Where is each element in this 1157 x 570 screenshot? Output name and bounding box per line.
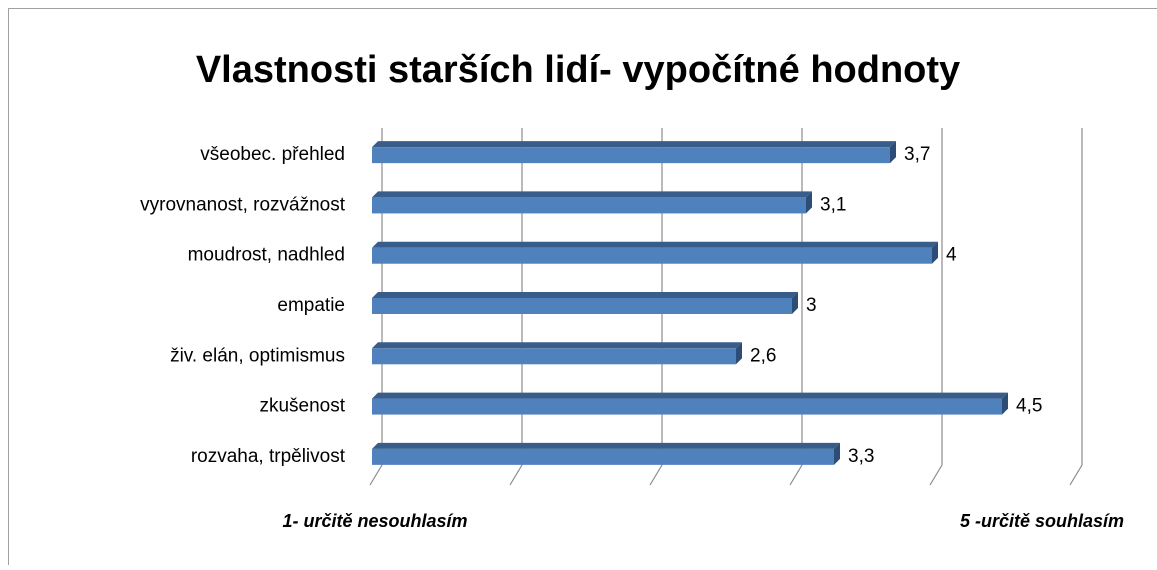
bar-face (372, 393, 1008, 399)
bar (372, 443, 840, 465)
bar-face (372, 242, 938, 248)
chart-title: Vlastnosti starších lidí- vypočítné hodn… (196, 49, 960, 91)
y-tick-label: vyrovnanost, rozvážnost (140, 194, 346, 215)
bar (372, 292, 798, 314)
y-tick-label: moudrost, nadhled (188, 245, 345, 266)
data-label: 2,6 (750, 345, 776, 366)
bar-face (372, 443, 840, 449)
bar (372, 141, 896, 163)
data-label: 3,3 (848, 446, 874, 467)
bar-face (372, 248, 932, 264)
bar (372, 191, 812, 213)
bar-face (372, 298, 792, 314)
y-tick-label: všeobec. přehled (200, 144, 345, 165)
bar-face (372, 292, 798, 298)
y-tick-label: rozvaha, trpělivost (191, 446, 346, 467)
data-label: 3,1 (820, 194, 846, 215)
bar-face (372, 342, 742, 348)
bar-face (372, 449, 834, 465)
annotation: 1- určitě nesouhlasím (282, 511, 467, 531)
bar-face (372, 147, 890, 163)
bar (372, 393, 1008, 415)
y-tick-label: živ. elán, optimismus (170, 345, 345, 366)
data-label: 3,7 (904, 144, 930, 165)
bar-face (372, 141, 896, 147)
bar (372, 342, 742, 364)
data-label: 3 (806, 295, 817, 316)
bar (372, 242, 938, 264)
chart-frame (9, 9, 1157, 566)
bar-face (372, 191, 812, 197)
data-label: 4,5 (1016, 396, 1042, 417)
y-tick-label: empatie (277, 295, 345, 316)
bar-face (372, 399, 1002, 415)
y-tick-label: zkušenost (259, 396, 345, 417)
bar-face (372, 348, 736, 364)
data-label: 4 (946, 245, 957, 266)
annotation: 5 -určitě souhlasím (960, 511, 1124, 531)
bar-face (372, 197, 806, 213)
